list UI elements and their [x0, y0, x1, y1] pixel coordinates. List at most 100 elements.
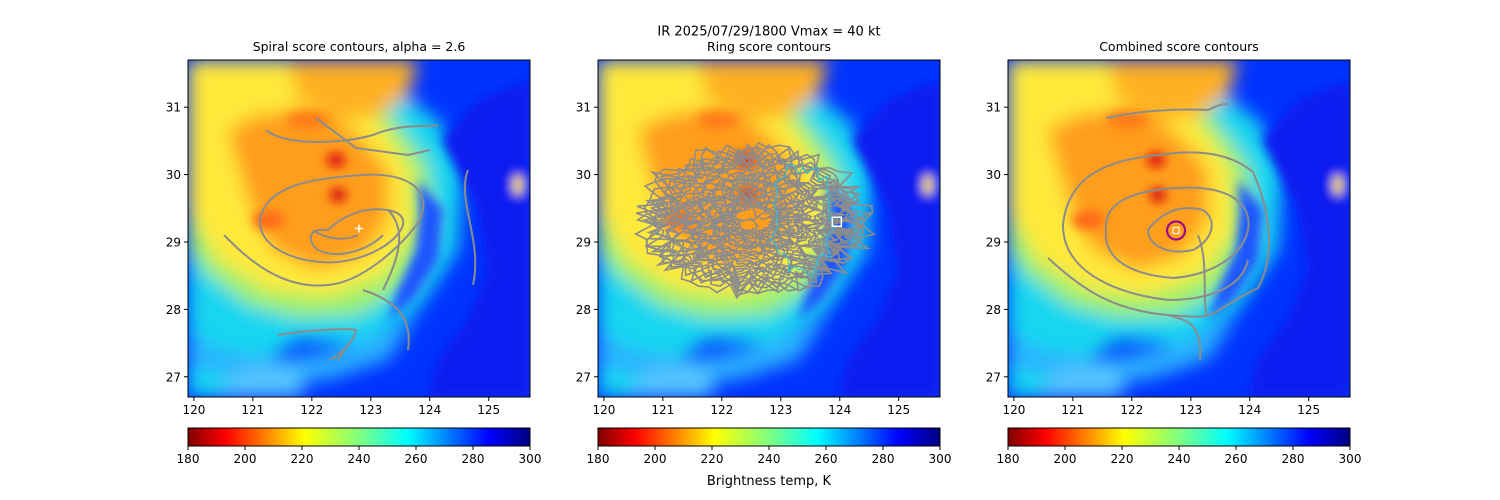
center-marker-inner	[1172, 227, 1180, 235]
contour-line	[315, 117, 431, 157]
contour-line	[382, 209, 401, 291]
colorbar-tick-label: 260	[1225, 452, 1248, 466]
y-tick-label: 27	[166, 370, 181, 384]
panel-spiral: Spiral score contours, alpha = 2.6 120 121…	[166, 39, 542, 466]
axes-frame	[1007, 59, 1351, 398]
y-tick-label: 31	[166, 101, 181, 115]
contour-line	[770, 215, 808, 236]
contour-line	[730, 198, 768, 222]
colorbar-tick-label: 280	[1282, 452, 1305, 466]
center-marker	[355, 224, 363, 233]
y-tick-label: 27	[576, 370, 591, 384]
colorbar	[1007, 427, 1351, 447]
x-tick-label: 121	[651, 403, 674, 417]
colorbar-label: Brightness temp, K	[707, 474, 832, 489]
x-tick-label: 123	[1179, 403, 1202, 417]
colorbar-tick-label: 200	[234, 452, 257, 466]
y-tick-label: 28	[576, 303, 591, 317]
y-tick-label: 29	[576, 235, 591, 249]
contour-line	[769, 164, 835, 278]
y-tick-label: 31	[986, 101, 1001, 115]
panel-title: Ring score contours	[707, 39, 831, 54]
contour-line	[635, 143, 873, 294]
colorbar-tick-label: 200	[644, 452, 667, 466]
ir-imagery	[1008, 60, 1350, 397]
colorbar-tick-label: 200	[1054, 452, 1077, 466]
x-tick-label: 120	[1002, 403, 1025, 417]
panel-ring: Ring score contours 120 121 122 123 124 125 27 2…	[576, 39, 952, 466]
colorbar-tick-label: 180	[587, 452, 610, 466]
score-contours	[633, 141, 876, 300]
contour-line	[752, 199, 787, 220]
x-tick-label: 123	[359, 403, 382, 417]
contour-line	[1105, 103, 1229, 119]
colorbar-tick-label: 220	[291, 452, 314, 466]
axes-frame	[597, 59, 941, 398]
colorbar-tick-label: 300	[519, 452, 542, 466]
x-tick-label: 120	[182, 403, 205, 417]
y-tick-label: 30	[166, 168, 181, 182]
panel-title: Spiral score contours, alpha = 2.6	[253, 39, 466, 54]
contour-line	[1104, 186, 1250, 280]
x-tick-label: 124	[1238, 403, 1261, 417]
y-tick-label: 30	[986, 168, 1001, 182]
colorbar	[597, 427, 941, 447]
contour-line	[312, 229, 359, 240]
contour-line	[1147, 207, 1213, 253]
x-tick-label: 125	[477, 403, 500, 417]
contour-line	[265, 124, 439, 143]
center-marker	[831, 216, 843, 228]
center-marker	[1165, 220, 1187, 241]
y-tick-label: 31	[576, 101, 591, 115]
x-tick-label: 121	[241, 403, 264, 417]
y-tick-label: 29	[986, 235, 1001, 249]
contour-line	[1167, 314, 1202, 361]
ir-imagery	[188, 60, 530, 397]
panel-title: Combined score contours	[1099, 39, 1259, 54]
colorbar-tick-label: 180	[177, 452, 200, 466]
contour-line	[463, 169, 477, 286]
x-tick-label: 123	[769, 403, 792, 417]
colorbar-tick-label: 240	[1168, 452, 1191, 466]
colorbar-tick-label: 300	[929, 452, 952, 466]
colorbar-tick-label: 240	[348, 452, 371, 466]
score-contours	[1047, 103, 1270, 361]
contour-line	[757, 232, 781, 248]
colorbar-tick-label: 240	[758, 452, 781, 466]
x-tick-label: 124	[828, 403, 851, 417]
contour-line	[223, 173, 425, 287]
contour-line	[656, 154, 850, 283]
ir-imagery	[598, 60, 940, 397]
x-tick-label: 125	[1297, 403, 1320, 417]
y-tick-label: 29	[166, 235, 181, 249]
contour-line	[664, 160, 847, 277]
x-tick-label: 122	[300, 403, 323, 417]
x-tick-label: 122	[710, 403, 733, 417]
y-tick-label: 28	[166, 303, 181, 317]
colorbar-tick-label: 260	[405, 452, 428, 466]
x-tick-label: 121	[1061, 403, 1084, 417]
colorbar-tick-label: 300	[1339, 452, 1362, 466]
colorbar-tick-label: 260	[815, 452, 838, 466]
contour-line	[633, 144, 876, 300]
contour-line	[732, 230, 763, 249]
figure-suptitle: IR 2025/07/29/1800 Vmax = 40 kt	[657, 25, 880, 40]
axes-frame	[187, 59, 531, 398]
contour-line	[1047, 151, 1270, 318]
contour-line	[337, 344, 349, 361]
contour-line	[1197, 234, 1207, 316]
x-tick-label: 122	[1120, 403, 1143, 417]
contour-line	[362, 289, 410, 351]
y-tick-label: 28	[986, 303, 1001, 317]
panel-combined: Combined score contours 120 121 122 123 124 12…	[986, 39, 1362, 466]
colorbar-tick-label: 220	[1111, 452, 1134, 466]
colorbar-tick-label: 180	[997, 452, 1020, 466]
x-tick-label: 125	[887, 403, 910, 417]
score-contours	[223, 117, 477, 361]
x-tick-label: 120	[592, 403, 615, 417]
y-tick-label: 30	[576, 168, 591, 182]
colorbar-tick-label: 280	[462, 452, 485, 466]
colorbar-tick-label: 220	[701, 452, 724, 466]
contour-line	[709, 228, 747, 251]
